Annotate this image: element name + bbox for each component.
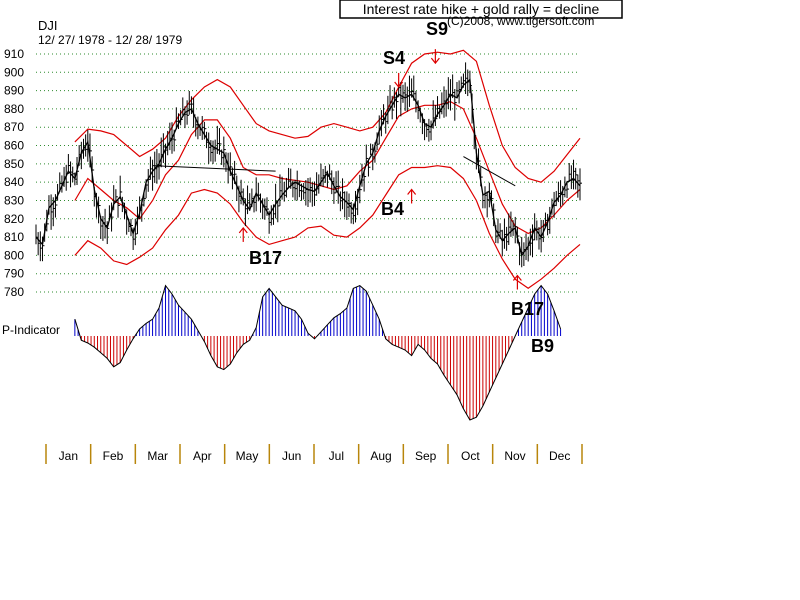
y-tick-label: 800 bbox=[4, 248, 24, 262]
y-tick-label: 910 bbox=[4, 47, 24, 61]
signal-b17-may-label: B17 bbox=[249, 248, 282, 268]
lower-band-line bbox=[74, 165, 581, 290]
headline-box bbox=[339, 0, 623, 19]
signal-s9-label: S9 bbox=[426, 19, 448, 39]
month-layer: Jan Feb Mar Apr May Jun Jul Aug Sep Oct Nov Dec bbox=[45, 444, 583, 464]
buy-arrow-head bbox=[407, 188, 417, 195]
price-close-line bbox=[35, 78, 581, 257]
price-layer bbox=[35, 62, 582, 268]
y-tick-label: 900 bbox=[4, 65, 24, 79]
signal-b4-label: B4 bbox=[381, 199, 404, 219]
ticker-label: DJI bbox=[38, 18, 58, 33]
date-range-label: 12/ 27/ 1978 - 12/ 28/ 1979 bbox=[38, 33, 182, 47]
arrow-layer bbox=[238, 49, 522, 290]
month-label: Nov bbox=[504, 449, 525, 463]
indicator-outline bbox=[74, 284, 562, 421]
month-label: Jul bbox=[329, 449, 344, 463]
month-label: May bbox=[236, 449, 259, 463]
signal-b9-label: B9 bbox=[531, 336, 554, 356]
y-tick-label: 840 bbox=[4, 175, 24, 189]
y-tick-label: 780 bbox=[4, 285, 24, 299]
y-tick-label: 870 bbox=[4, 120, 24, 134]
upper-band-line bbox=[74, 49, 581, 183]
month-label: Feb bbox=[103, 449, 124, 463]
y-tick-label: 850 bbox=[4, 157, 24, 171]
sell-arrow-head bbox=[430, 57, 440, 65]
month-label: Jun bbox=[282, 449, 301, 463]
month-label: Sep bbox=[415, 449, 437, 463]
month-label: Jan bbox=[59, 449, 78, 463]
divergence-layer bbox=[152, 156, 516, 187]
grid-layer bbox=[36, 53, 580, 293]
copyright-text: (C)2008, www.tigersoft.com bbox=[447, 14, 594, 28]
indicator-layer bbox=[74, 284, 562, 421]
y-tick-label: 790 bbox=[4, 267, 24, 281]
month-label: Dec bbox=[549, 449, 570, 463]
month-label: Apr bbox=[193, 449, 212, 463]
headline-text: Interest rate hike + gold rally = declin… bbox=[363, 1, 600, 17]
month-label: Mar bbox=[147, 449, 168, 463]
y-tick-label: 880 bbox=[4, 102, 24, 116]
divergence-line bbox=[463, 156, 516, 187]
y-tick-label: 890 bbox=[4, 84, 24, 98]
ytick-layer: 910 900 890 880 870 860 850 840 830 820 810 800 790 7… bbox=[4, 47, 24, 299]
signal-b17-nov-label: B17 bbox=[511, 299, 544, 319]
month-label: Aug bbox=[370, 449, 391, 463]
middle-band-line bbox=[74, 100, 581, 235]
divergence-line bbox=[152, 165, 276, 172]
y-tick-label: 810 bbox=[4, 230, 24, 244]
indicator-label: P-Indicator bbox=[2, 323, 60, 337]
band-layer bbox=[74, 49, 581, 290]
y-tick-label: 830 bbox=[4, 193, 24, 207]
sell-arrow-head bbox=[394, 81, 404, 88]
y-tick-label: 820 bbox=[4, 212, 24, 226]
month-label: Oct bbox=[461, 449, 480, 463]
buy-arrow-head bbox=[238, 226, 248, 234]
y-tick-label: 860 bbox=[4, 139, 24, 153]
buy-arrow-head bbox=[512, 274, 522, 281]
signal-s4-label: S4 bbox=[383, 48, 405, 68]
